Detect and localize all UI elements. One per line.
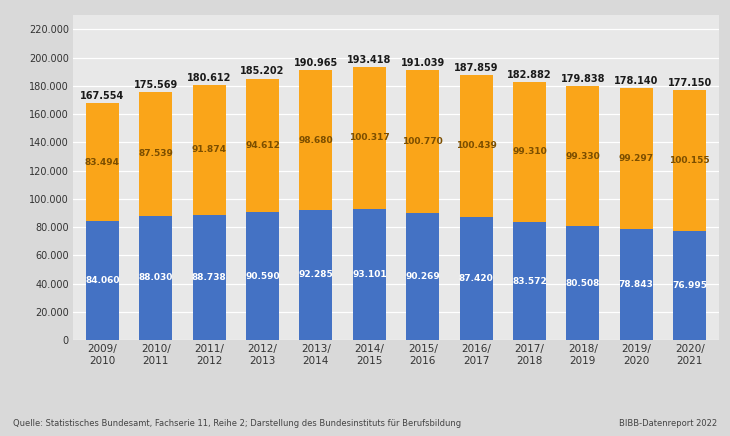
Bar [246, 212, 279, 340]
Bar [353, 208, 386, 340]
Bar [299, 210, 332, 340]
Text: 100.770: 100.770 [402, 137, 443, 146]
Bar [193, 85, 226, 215]
Text: 177.150: 177.150 [667, 78, 712, 88]
Text: 100.317: 100.317 [349, 133, 390, 142]
Bar [460, 217, 493, 340]
Text: 187.859: 187.859 [454, 63, 499, 73]
Text: 92.285: 92.285 [299, 270, 334, 279]
Text: 94.612: 94.612 [245, 141, 280, 150]
Text: 76.995: 76.995 [672, 281, 707, 290]
Text: 99.330: 99.330 [566, 152, 600, 161]
Bar [566, 86, 599, 226]
Text: 179.838: 179.838 [561, 74, 605, 84]
Text: 180.612: 180.612 [187, 73, 231, 83]
Text: 99.297: 99.297 [619, 154, 654, 163]
Text: 99.310: 99.310 [512, 147, 547, 157]
Text: 175.569: 175.569 [134, 80, 178, 90]
Bar [86, 221, 119, 340]
Bar [620, 229, 653, 340]
Text: 90.269: 90.269 [405, 272, 440, 281]
Text: 84.060: 84.060 [85, 276, 120, 285]
Bar [353, 67, 386, 208]
Text: 193.418: 193.418 [347, 55, 391, 65]
Bar [193, 215, 226, 340]
Bar [406, 70, 439, 213]
Bar [139, 92, 172, 216]
Bar [673, 90, 706, 232]
Text: 185.202: 185.202 [240, 66, 285, 76]
Text: 83.572: 83.572 [512, 276, 547, 286]
Text: 93.101: 93.101 [352, 270, 387, 279]
Text: 87.420: 87.420 [458, 274, 493, 283]
Bar [513, 222, 546, 340]
Text: 178.140: 178.140 [614, 76, 658, 86]
Text: 78.843: 78.843 [619, 280, 654, 289]
Text: 98.680: 98.680 [299, 136, 334, 145]
Bar [139, 216, 172, 340]
Text: 88.030: 88.030 [139, 273, 173, 283]
Text: 91.874: 91.874 [192, 145, 226, 154]
Bar [406, 213, 439, 340]
Bar [460, 75, 493, 217]
Text: 83.494: 83.494 [85, 158, 120, 167]
Text: 182.882: 182.882 [507, 70, 552, 80]
Bar [299, 70, 332, 210]
Bar [673, 232, 706, 340]
Bar [620, 89, 653, 229]
Bar [513, 82, 546, 222]
Bar [246, 78, 279, 212]
Text: 87.539: 87.539 [138, 150, 173, 158]
Text: Quelle: Statistisches Bundesamt, Fachserie 11, Reihe 2; Darstellung des Bundesin: Quelle: Statistisches Bundesamt, Fachser… [13, 419, 461, 428]
Bar [566, 226, 599, 340]
Text: 80.508: 80.508 [566, 279, 600, 288]
Text: 88.738: 88.738 [192, 273, 226, 282]
Text: 100.439: 100.439 [456, 141, 496, 150]
Text: 191.039: 191.039 [401, 58, 445, 68]
Text: 100.155: 100.155 [669, 156, 710, 165]
Text: 190.965: 190.965 [293, 58, 338, 68]
Text: 90.590: 90.590 [245, 272, 280, 281]
Text: BIBB-Datenreport 2022: BIBB-Datenreport 2022 [619, 419, 717, 428]
Text: 167.554: 167.554 [80, 91, 125, 101]
Bar [86, 103, 119, 221]
Legend: weiblich, männlich: weiblich, männlich [34, 435, 255, 436]
